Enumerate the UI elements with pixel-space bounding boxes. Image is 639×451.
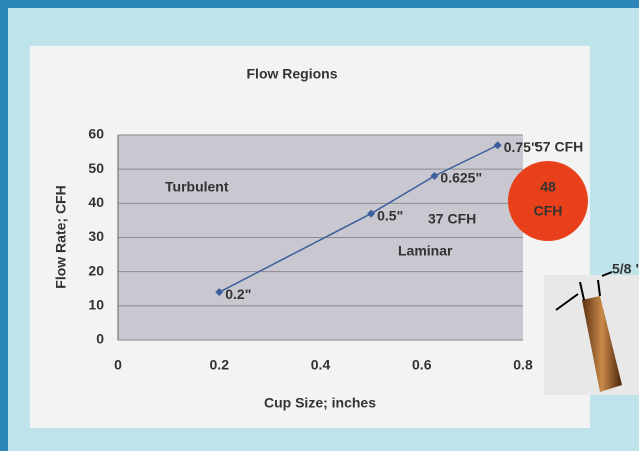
y-tick-label: 0 [96,331,104,347]
annotation: 37 CFH [428,211,476,227]
region-label: Turbulent [165,179,229,195]
annotation: 57 CFH [535,139,583,155]
y-tick-label: 60 [88,126,104,142]
x-tick-label: 0.8 [513,357,533,373]
y-tick-label: 30 [88,228,104,244]
x-tick-label: 0 [114,357,122,373]
x-tick-label: 0.6 [412,357,432,373]
nozzle-label: 5/8 " [612,261,639,277]
x-tick-label: 0.2 [210,357,230,373]
chart-title: Flow Regions [247,66,338,82]
y-axis-label: Flow Rate; CFH [53,185,69,288]
region-label: Laminar [398,243,453,259]
point-label: 0.75" [504,139,538,155]
bubble [508,161,588,241]
nozzle [544,272,639,395]
point-label: 0.2" [225,286,251,302]
x-tick-label: 0.4 [311,357,331,373]
bubble-text: 48 [540,179,556,195]
y-tick-label: 50 [88,160,104,176]
y-tick-label: 10 [88,297,104,313]
point-label: 0.5" [377,207,403,223]
bubble-text: CFH [534,203,563,219]
y-tick-label: 20 [88,262,104,278]
point-label: 0.625" [440,170,482,186]
x-axis-label: Cup Size; inches [264,395,376,411]
slide: Flow Regions Cup Size; inches Flow Rate;… [0,0,639,451]
y-tick-label: 40 [88,194,104,210]
